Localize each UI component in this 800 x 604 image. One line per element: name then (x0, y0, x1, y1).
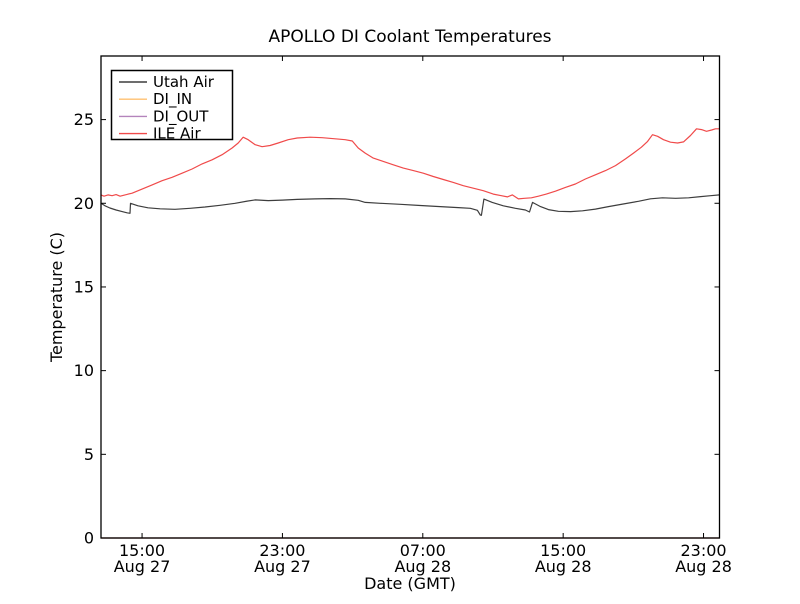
y-tick-label: 15 (74, 277, 94, 296)
y-axis-label: Temperature (C) (47, 232, 66, 363)
legend-label: Utah Air (153, 73, 215, 91)
y-tick-label: 25 (74, 110, 94, 129)
legend-label: ILE Air (153, 125, 201, 143)
x-tick-label-date: Aug 28 (394, 557, 451, 576)
x-tick-label-date: Aug 27 (114, 557, 171, 576)
x-tick-label-date: Aug 28 (675, 557, 732, 576)
y-tick-label: 0 (84, 529, 94, 548)
series-line-utah-air (100, 194, 720, 216)
legend-label: DI_IN (153, 90, 192, 109)
axes-spines (100, 55, 721, 539)
x-tick-label-time: 23:00 (259, 541, 305, 560)
legend-label: DI_OUT (153, 107, 209, 126)
x-tick-label-date: Aug 27 (254, 557, 311, 576)
chart-title: APOLLO DI Coolant Temperatures (268, 27, 551, 47)
x-tick-label-time: 15:00 (540, 541, 586, 560)
y-tick-label: 5 (84, 445, 94, 464)
x-tick-label-date: Aug 28 (535, 557, 592, 576)
y-tick-label: 20 (74, 194, 94, 213)
x-tick-label-time: 07:00 (400, 541, 446, 560)
y-tick-label: 10 (74, 361, 94, 380)
x-axis-label: Date (GMT) (364, 574, 456, 593)
x-tick-label-time: 23:00 (680, 541, 726, 560)
series-line-ile-air (100, 128, 720, 200)
x-tick-label-time: 15:00 (119, 541, 165, 560)
